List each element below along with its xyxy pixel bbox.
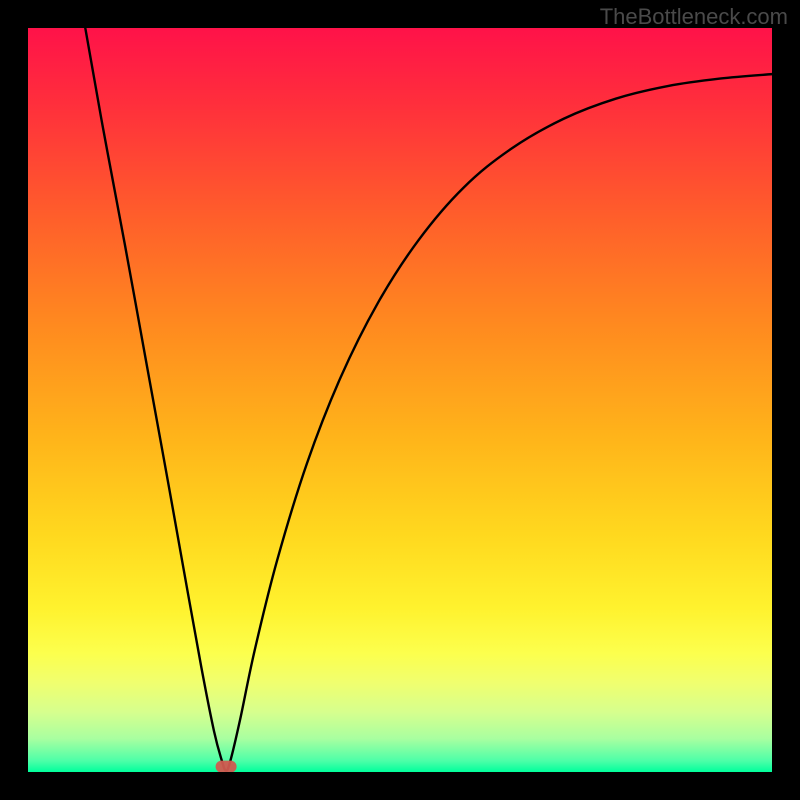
- chart-container: TheBottleneck.com: [0, 0, 800, 800]
- plot-area: [28, 28, 772, 772]
- bottleneck-curve: [28, 28, 772, 772]
- watermark-text: TheBottleneck.com: [600, 4, 788, 30]
- minimum-marker: [215, 760, 236, 772]
